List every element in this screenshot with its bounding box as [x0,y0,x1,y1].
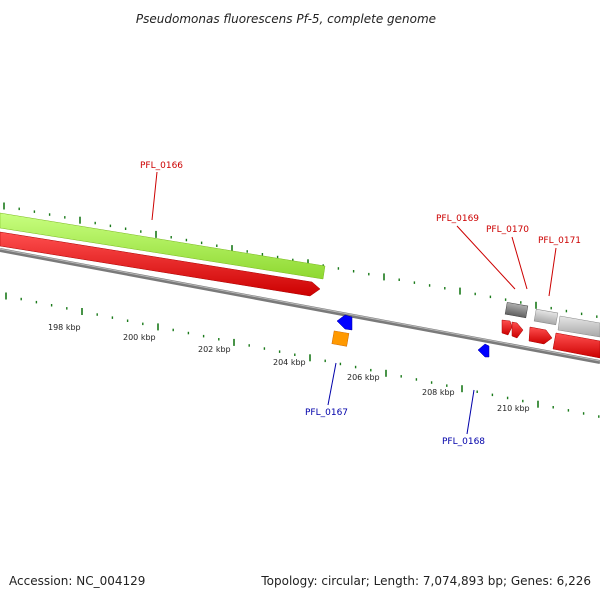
gene-feature-right[interactable] [557,315,600,338]
cds-pfl-0168[interactable] [477,343,490,358]
gene-feature-pfl-0169[interactable] [504,302,529,319]
scale-label-206: 206 kbp [347,373,380,382]
cds-right[interactable] [552,332,600,359]
genome-backbone [0,248,600,364]
scale-label-204: 204 kbp [273,358,306,367]
cds-pfl-0171[interactable] [528,326,553,345]
gene-label-pfl-0169[interactable]: PFL_0169 [436,214,479,224]
lower-tick-track [5,292,600,418]
scale-label-208: 208 kbp [422,388,455,397]
gene-label-pfl-0171[interactable]: PFL_0171 [538,236,581,246]
gene-label-pfl-0167[interactable]: PFL_0167 [305,408,348,418]
cds-pfl-0170[interactable] [511,321,524,339]
orange-feature[interactable] [331,330,350,347]
gene-feature-pfl-0166[interactable] [0,212,326,280]
scale-label-200: 200 kbp [123,333,156,342]
gene-label-pfl-0166[interactable]: PFL_0166 [140,161,183,171]
gene-label-pfl-0170[interactable]: PFL_0170 [486,225,529,235]
cds-pfl-0166[interactable] [0,231,321,297]
upper-tick-track [3,202,598,318]
gene-labels: PFL_0166 PFL_0167 PFL_0168 PFL_0169 PFL_… [140,161,581,447]
cds-pfl-0167[interactable] [336,314,353,331]
gene-label-pfl-0168[interactable]: PFL_0168 [442,437,485,447]
gene-feature-pfl-0170[interactable] [533,308,559,326]
scale-label-202: 202 kbp [198,345,231,354]
genome-summary-text: Topology: circular; Length: 7,074,893 bp… [260,574,591,588]
scale-label-198: 198 kbp [48,323,81,332]
cds-pfl-0169[interactable] [501,319,513,336]
scale-labels: 198 kbp 200 kbp 202 kbp 204 kbp 206 kbp … [48,323,530,413]
scale-label-210: 210 kbp [497,404,530,413]
accession-text: Accession: NC_004129 [9,574,145,588]
label-leader-lines [151,171,557,435]
map-title: Pseudomonas fluorescens Pf-5, complete g… [136,12,436,26]
